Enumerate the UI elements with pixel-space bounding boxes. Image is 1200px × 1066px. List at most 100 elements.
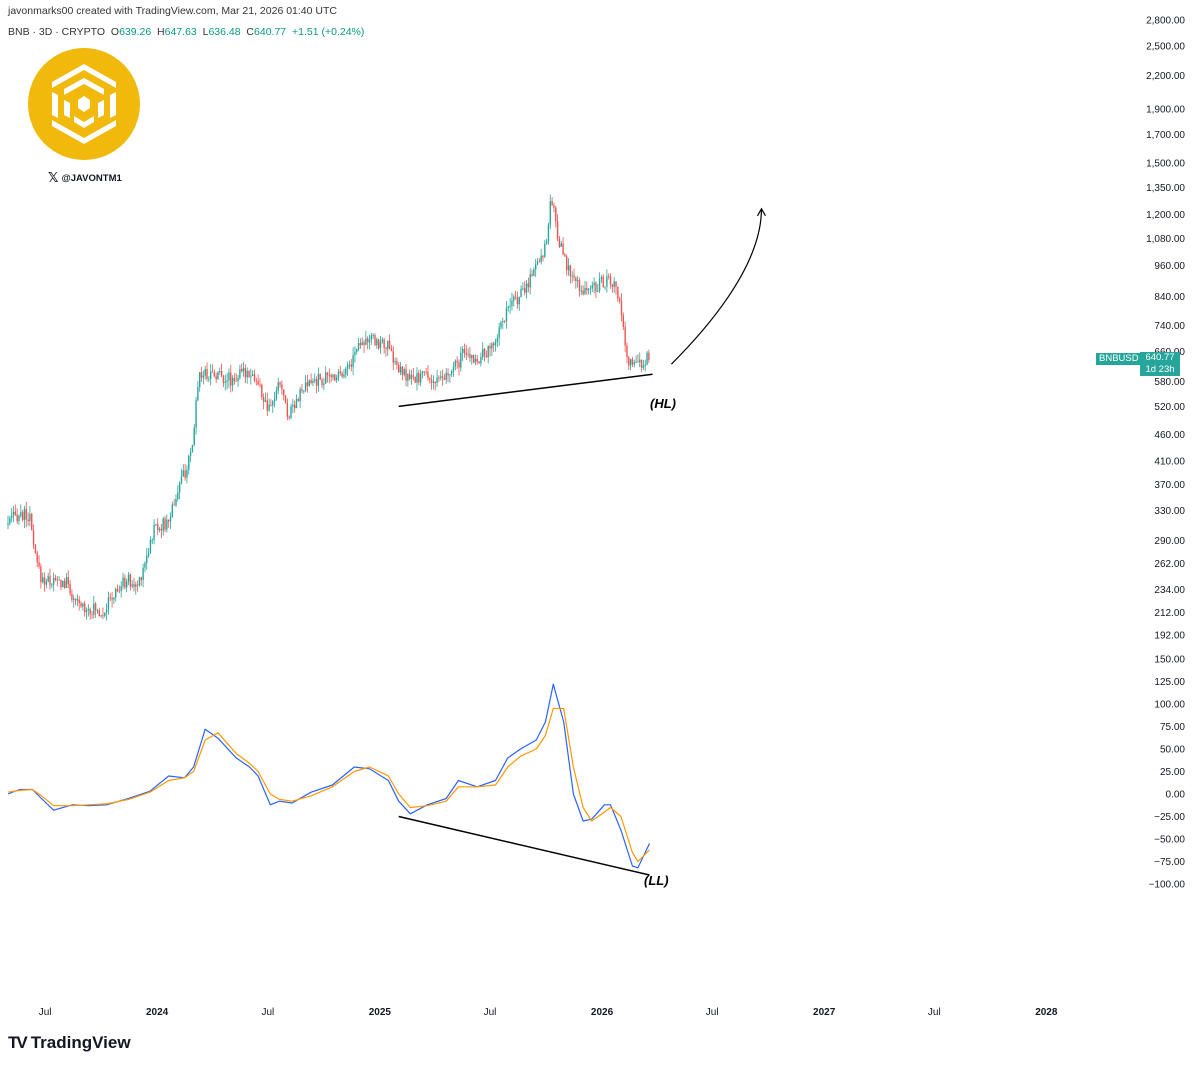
candle-body — [412, 375, 415, 377]
candle-body — [562, 243, 564, 255]
candle-body — [326, 372, 329, 375]
candle-body — [381, 339, 384, 342]
oscillator-tick-label: 125.00 — [1154, 677, 1185, 688]
price-tick-label: 580.00 — [1154, 377, 1185, 388]
candle-body — [401, 366, 404, 376]
candle-body — [54, 578, 57, 580]
candle-body — [445, 373, 447, 380]
candle-body — [615, 281, 617, 287]
candle-body — [365, 338, 367, 345]
candle-body — [98, 610, 100, 617]
time-tick-label: Jul — [706, 1007, 719, 1018]
candle-body — [346, 364, 349, 369]
hl-trendline — [398, 373, 653, 408]
candle-body — [368, 339, 371, 343]
candle-body — [67, 577, 69, 585]
price-tick-label: 290.00 — [1154, 536, 1185, 547]
candle-body — [122, 577, 124, 587]
candle-body — [105, 609, 108, 613]
candle-body — [74, 598, 77, 601]
candle-body — [314, 379, 316, 381]
candle-body — [193, 427, 195, 445]
time-tick-label: Jul — [928, 1007, 941, 1018]
price-tick-label: 1,200.00 — [1146, 210, 1185, 221]
candle-body — [175, 499, 177, 506]
candle-body — [419, 373, 422, 383]
candle-body — [575, 277, 577, 282]
candle-body — [429, 378, 431, 380]
candle-body — [461, 348, 464, 353]
candle-body — [531, 274, 533, 276]
candle-body — [279, 382, 281, 385]
candle-body — [162, 518, 164, 531]
candle-body — [250, 375, 252, 377]
last-price: 640.77 — [1145, 352, 1175, 363]
candle-body — [12, 511, 15, 516]
candle-body — [443, 378, 446, 380]
candle-body — [226, 380, 228, 382]
candle-body — [63, 580, 66, 588]
time-tick-label: Jul — [484, 1007, 497, 1018]
candle-body — [197, 387, 199, 401]
candle-body — [407, 373, 409, 381]
candle-body — [230, 372, 232, 386]
bar-countdown: 1d 23h — [1145, 364, 1175, 375]
price-tick-label: 2,800.00 — [1146, 16, 1185, 27]
candle-body — [624, 326, 626, 346]
candle-body — [153, 524, 155, 540]
last-price-tag: 640.77 1d 23h — [1140, 352, 1180, 376]
candle-body — [469, 353, 471, 359]
candle-body — [158, 528, 161, 531]
candle-body — [241, 369, 243, 372]
candle-body — [262, 397, 265, 402]
oscillator-tick-label: −100.00 — [1149, 880, 1186, 891]
candle-body — [91, 614, 93, 615]
candle-body — [628, 357, 630, 366]
candle-body — [604, 286, 606, 288]
candle-body — [354, 352, 356, 356]
oscillator-fast-line — [7, 683, 651, 869]
candle-body — [522, 288, 524, 290]
candle-body — [164, 518, 166, 530]
candle-body — [43, 577, 46, 585]
price-tick-label: 520.00 — [1154, 402, 1185, 413]
open-value: 639.26 — [119, 26, 152, 38]
candle-body — [598, 278, 601, 292]
price-tick-label: 1,500.00 — [1146, 159, 1185, 170]
oscillator-series — [7, 683, 651, 869]
candle-body — [553, 205, 555, 208]
candle-body — [323, 383, 325, 385]
candle-body — [188, 455, 190, 470]
candle-body — [213, 372, 216, 377]
candle-body — [648, 352, 650, 361]
candle-body — [538, 261, 541, 263]
candle-body — [100, 615, 102, 617]
candle-body — [573, 275, 575, 278]
candle-body — [82, 603, 84, 607]
candle-body — [83, 603, 86, 613]
candle-body — [492, 343, 495, 346]
candle-body — [253, 374, 256, 381]
candle-body — [321, 379, 323, 385]
candle-body — [233, 377, 236, 381]
candle-body — [343, 374, 345, 377]
candle-body — [434, 381, 436, 384]
price-tick-label: 1,080.00 — [1146, 234, 1185, 245]
candle-body — [408, 373, 411, 379]
candle-body — [283, 389, 285, 396]
time-tick-label: 2027 — [813, 1007, 836, 1018]
candle-body — [76, 599, 79, 601]
candle-body — [576, 280, 579, 282]
candle-body — [56, 579, 58, 581]
candle-body — [264, 400, 267, 402]
candle-body — [160, 528, 163, 531]
candle-body — [487, 345, 489, 358]
candle-body — [328, 374, 331, 376]
candle-body — [284, 395, 287, 403]
candle-body — [357, 343, 360, 350]
candle-body — [215, 376, 217, 380]
candle-body — [566, 256, 568, 271]
candle-body — [69, 584, 71, 594]
candle-body — [268, 404, 270, 411]
